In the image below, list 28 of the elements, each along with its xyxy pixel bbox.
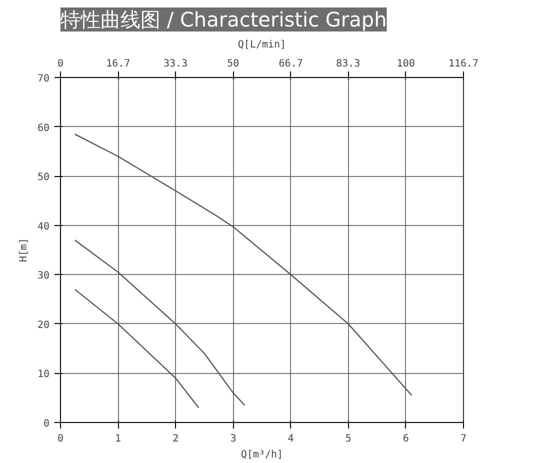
y-tick-label: 30 xyxy=(37,270,50,282)
x-tick-label: 5 xyxy=(345,434,352,444)
chart-title: 特性曲线图 / Characteristic Graph xyxy=(60,8,387,32)
x-tick-label: 0 xyxy=(57,434,64,444)
x2-tick-label: 50 xyxy=(227,58,240,70)
x-tick-label: 2 xyxy=(172,434,179,444)
y-tick-label: 60 xyxy=(37,122,50,134)
x2-tick-label: 100 xyxy=(396,58,415,70)
y-tick-label: 50 xyxy=(37,172,50,184)
x-tick-label: 1 xyxy=(115,434,122,444)
y-tick-label: 70 xyxy=(37,74,50,84)
x-tick-label: 6 xyxy=(402,434,409,444)
y-axis-title: H[m] xyxy=(18,238,30,262)
x2-tick-label: 0 xyxy=(57,58,64,70)
x2-tick-label: 66.7 xyxy=(278,58,303,70)
x-tick-label: 7 xyxy=(460,434,467,444)
x2-axis-title: Q[L/min] xyxy=(238,40,286,50)
x-tick-label: 3 xyxy=(230,434,236,444)
y-tick-label: 40 xyxy=(37,221,50,232)
x-tick-label: 4 xyxy=(288,434,294,444)
y-tick-label: 0 xyxy=(43,418,50,430)
x2-tick-label: 116.7 xyxy=(448,58,479,70)
x-axis-title: Q[m³/h] xyxy=(240,450,284,460)
x2-tick-label: 16.7 xyxy=(106,58,130,70)
x2-tick-label: 33.3 xyxy=(163,58,188,70)
y-tick-label: 20 xyxy=(37,320,50,331)
y-tick-label: 10 xyxy=(37,369,50,380)
x2-tick-label: 83.3 xyxy=(336,58,360,70)
